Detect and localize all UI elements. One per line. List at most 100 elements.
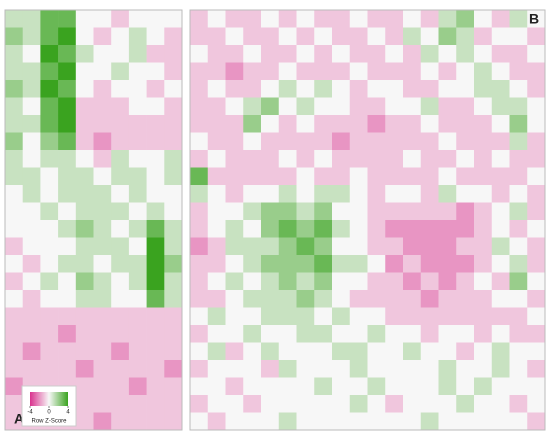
heatmap-cell (385, 307, 404, 326)
heatmap-cell (128, 80, 147, 98)
heatmap-cell (367, 150, 386, 168)
heatmap-cell (403, 62, 422, 81)
heatmap-cell (527, 220, 546, 238)
heatmap-cell (314, 132, 333, 151)
heatmap-cell (75, 150, 94, 168)
heatmap-cell (456, 220, 475, 238)
heatmap-cell (225, 202, 244, 221)
heatmap-cell (456, 342, 475, 361)
heatmap-cell (367, 395, 386, 413)
heatmap-cell (278, 150, 297, 168)
heatmap-cell (111, 150, 130, 168)
heatmap-cell (22, 27, 41, 46)
heatmap-cell (509, 307, 528, 326)
heatmap-cell (164, 290, 183, 308)
heatmap-cell (527, 115, 546, 133)
heatmap-cell (527, 342, 546, 361)
heatmap-cell (278, 27, 297, 46)
heatmap-cell (314, 10, 333, 28)
heatmap-cell (438, 185, 457, 203)
heatmap-cell (207, 237, 226, 256)
heatmap-cell (332, 202, 351, 221)
heatmap-cell (349, 220, 368, 238)
heatmap-cell (5, 290, 23, 308)
heatmap-cell (261, 27, 280, 46)
heatmap-cell (420, 80, 439, 98)
heatmap-cell (314, 27, 333, 46)
heatmap-cell (146, 10, 165, 28)
heatmap-cell (474, 10, 493, 28)
heatmap-cell (40, 307, 59, 326)
heatmap-cell (509, 272, 528, 291)
heatmap-cell (420, 307, 439, 326)
heatmap-cell (438, 45, 457, 63)
heatmap-cell (385, 45, 404, 63)
heatmap-cell (164, 97, 183, 116)
heatmap-cell (527, 132, 546, 151)
heatmap-cell (296, 290, 315, 308)
heatmap-cell (58, 237, 77, 256)
heatmap-cell (332, 237, 351, 256)
heatmap-cell (456, 167, 475, 186)
heatmap-cell (438, 220, 457, 238)
heatmap-cell (58, 150, 77, 168)
heatmap-cell (385, 150, 404, 168)
heatmap-cell (243, 150, 262, 168)
heatmap-cell (146, 290, 165, 308)
heatmap-cell (146, 220, 165, 238)
heatmap-cell (491, 150, 510, 168)
heatmap-cell (93, 237, 112, 256)
heatmap-cell (5, 80, 23, 98)
heatmap-cell (75, 80, 94, 98)
heatmap-cell (349, 360, 368, 378)
heatmap-cell (491, 360, 510, 378)
heatmap-cell (438, 255, 457, 273)
heatmap-cell (385, 62, 404, 81)
heatmap-cell (225, 325, 244, 343)
heatmap-cell (243, 62, 262, 81)
heatmap-cell (261, 150, 280, 168)
heatmap-cell (420, 185, 439, 203)
heatmap-cell (474, 132, 493, 151)
heatmap-cell (146, 132, 165, 151)
heatmap-cell (491, 115, 510, 133)
heatmap-cell (5, 412, 23, 431)
heatmap-cell (22, 45, 41, 63)
heatmap-cell (40, 132, 59, 151)
heatmap-cell (207, 290, 226, 308)
heatmap-cell (420, 360, 439, 378)
heatmap-cell (111, 10, 130, 28)
heatmap-cell (40, 115, 59, 133)
heatmap-cell (491, 132, 510, 151)
heatmap-cell (296, 62, 315, 81)
heatmap-cell (349, 202, 368, 221)
heatmap-cell (349, 132, 368, 151)
heatmap-cell (243, 377, 262, 396)
heatmap-cell (314, 115, 333, 133)
heatmap-cell (332, 62, 351, 81)
heatmap-cell (349, 290, 368, 308)
heatmap-cell (403, 80, 422, 98)
heatmap-cell (5, 395, 23, 413)
heatmap-cell (403, 132, 422, 151)
heatmap-cell (207, 220, 226, 238)
heatmap-cell (420, 150, 439, 168)
heatmap-cell (385, 202, 404, 221)
heatmap-cell (278, 377, 297, 396)
heatmap-cell (491, 10, 510, 28)
heatmap-cell (491, 290, 510, 308)
heatmap-cell (296, 237, 315, 256)
heatmap-cell (456, 272, 475, 291)
heatmap-cell (349, 150, 368, 168)
heatmap-cell (261, 412, 280, 431)
heatmap-cell (491, 27, 510, 46)
heatmap-cell (93, 412, 112, 431)
heatmap-cell (22, 290, 41, 308)
heatmap-cell (296, 185, 315, 203)
heatmap-cell (128, 115, 147, 133)
heatmap-cell (146, 377, 165, 396)
heatmap-cell (93, 185, 112, 203)
heatmap-cell (509, 150, 528, 168)
heatmap-cell (146, 185, 165, 203)
heatmap-cell (164, 150, 183, 168)
